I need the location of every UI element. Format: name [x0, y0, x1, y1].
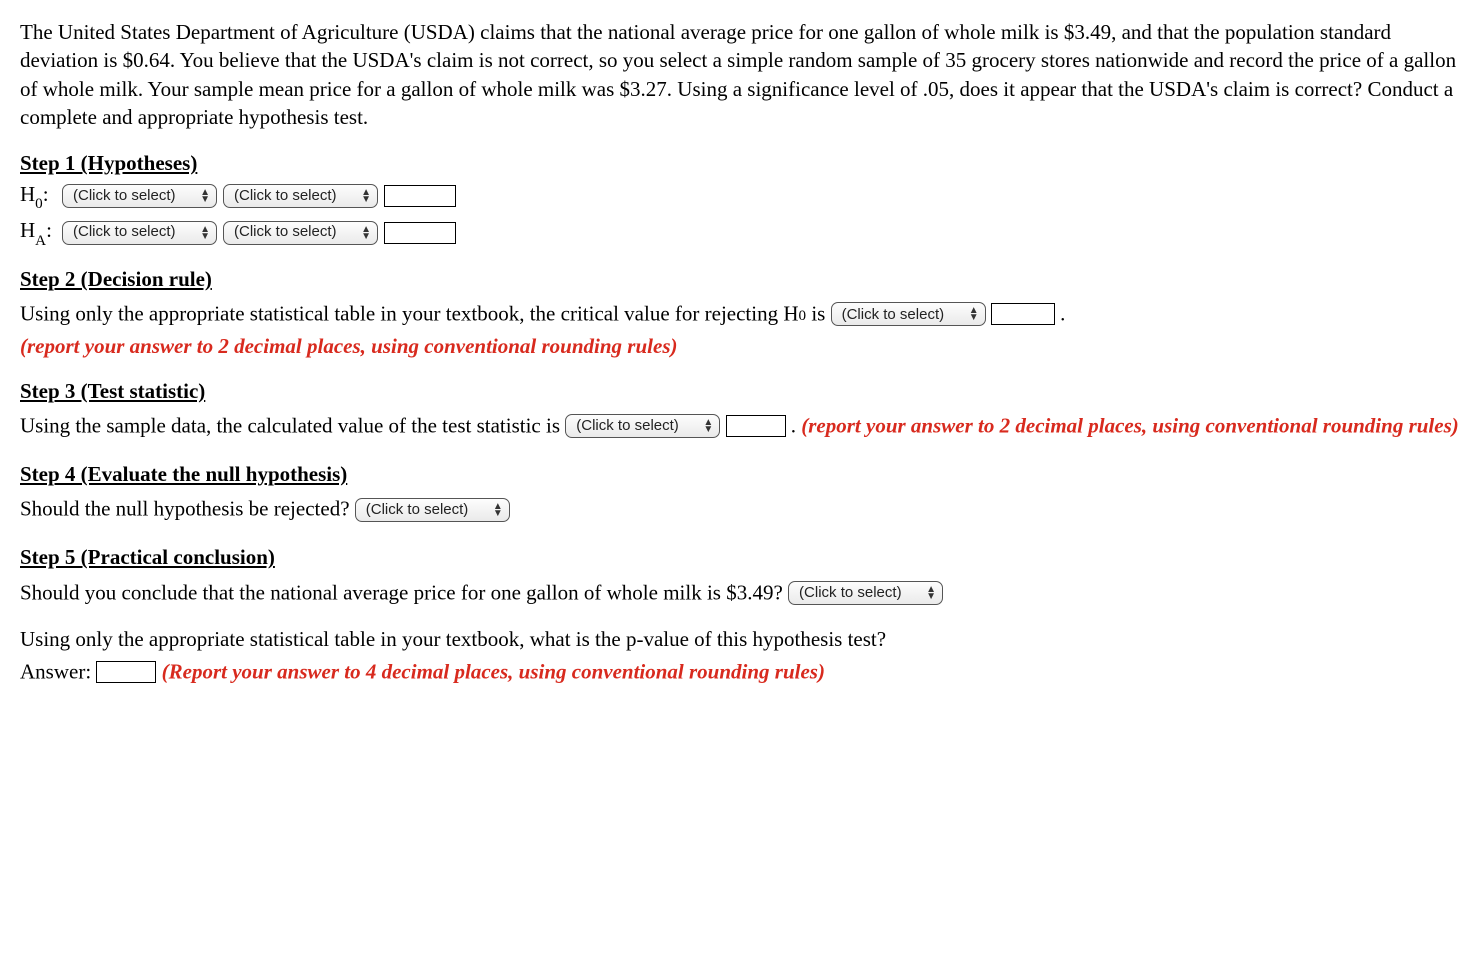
- h0-select-2-text: (Click to select): [234, 186, 337, 206]
- updown-icon: ▲▼: [703, 419, 713, 433]
- ha-label: HA:: [20, 216, 56, 249]
- updown-icon: ▲▼: [361, 226, 371, 240]
- step2-value-input[interactable]: [991, 303, 1055, 325]
- updown-icon: ▲▼: [200, 189, 210, 203]
- step3-period: .: [791, 413, 802, 437]
- step3-heading: Step 3 (Test statistic): [20, 377, 1459, 405]
- step2-period: .: [1060, 302, 1065, 326]
- ha-h: H: [20, 218, 35, 242]
- step5-text-before: Should you conclude that the national av…: [20, 580, 788, 604]
- ha-sub: A: [35, 233, 46, 249]
- h0-h: H: [20, 182, 35, 206]
- pvalue-note: (Report your answer to 4 decimal places,…: [162, 659, 825, 683]
- step5-heading: Step 5 (Practical conclusion): [20, 543, 1459, 571]
- pvalue-input[interactable]: [96, 661, 156, 683]
- step3-body: Using the sample data, the calculated va…: [20, 407, 1459, 444]
- updown-icon: ▲▼: [969, 307, 979, 321]
- step4-text-before: Should the null hypothesis be rejected?: [20, 497, 355, 521]
- step5-body: Should you conclude that the national av…: [20, 574, 1459, 611]
- step2-text-after-sub: is: [806, 302, 831, 326]
- step4-select-text: (Click to select): [366, 497, 469, 523]
- updown-icon: ▲▼: [926, 586, 936, 600]
- pvalue-answer-label: Answer:: [20, 659, 96, 683]
- step2-text-before: Using only the appropriate statistical t…: [20, 302, 799, 326]
- h0-value-input[interactable]: [384, 185, 456, 207]
- h0-label: H0:: [20, 180, 56, 213]
- step2-select-text: (Click to select): [842, 302, 945, 328]
- ha-select-2[interactable]: (Click to select) ▲▼: [223, 221, 378, 245]
- step5-select[interactable]: (Click to select) ▲▼: [788, 581, 943, 605]
- step1-heading: Step 1 (Hypotheses): [20, 149, 1459, 177]
- step4-heading: Step 4 (Evaluate the null hypothesis): [20, 460, 1459, 488]
- step3-note: (report your answer to 2 decimal places,…: [801, 413, 1458, 437]
- ha-select-1[interactable]: (Click to select) ▲▼: [62, 221, 217, 245]
- ha-row: HA: (Click to select) ▲▼ (Click to selec…: [20, 216, 1459, 249]
- step3-select-text: (Click to select): [576, 413, 679, 439]
- step4-select[interactable]: (Click to select) ▲▼: [355, 498, 510, 522]
- step5-select-text: (Click to select): [799, 580, 902, 606]
- h0-row: H0: (Click to select) ▲▼ (Click to selec…: [20, 180, 1459, 213]
- problem-statement: The United States Department of Agricult…: [20, 18, 1459, 131]
- updown-icon: ▲▼: [361, 189, 371, 203]
- ha-colon: :: [46, 218, 52, 242]
- step2-select[interactable]: (Click to select) ▲▼: [831, 302, 986, 326]
- h0-sub: 0: [35, 196, 43, 212]
- step2-h0-sub: 0: [799, 308, 807, 324]
- ha-select-1-text: (Click to select): [73, 222, 176, 242]
- step3-text-before: Using the sample data, the calculated va…: [20, 413, 565, 437]
- pvalue-answer-row: Answer: (Report your answer to 4 decimal…: [20, 653, 1459, 690]
- ha-select-2-text: (Click to select): [234, 222, 337, 242]
- updown-icon: ▲▼: [493, 503, 503, 517]
- ha-value-input[interactable]: [384, 222, 456, 244]
- step2-note: (report your answer to 2 decimal places,…: [20, 332, 1459, 360]
- step4-body: Should the null hypothesis be rejected? …: [20, 490, 1459, 527]
- h0-select-1[interactable]: (Click to select) ▲▼: [62, 184, 217, 208]
- step2-body: Using only the appropriate statistical t…: [20, 295, 1459, 332]
- pvalue-question: Using only the appropriate statistical t…: [20, 625, 1459, 653]
- h0-select-1-text: (Click to select): [73, 186, 176, 206]
- updown-icon: ▲▼: [200, 226, 210, 240]
- step2-heading: Step 2 (Decision rule): [20, 265, 1459, 293]
- h0-colon: :: [43, 182, 49, 206]
- step3-value-input[interactable]: [726, 415, 786, 437]
- step3-select[interactable]: (Click to select) ▲▼: [565, 414, 720, 438]
- h0-select-2[interactable]: (Click to select) ▲▼: [223, 184, 378, 208]
